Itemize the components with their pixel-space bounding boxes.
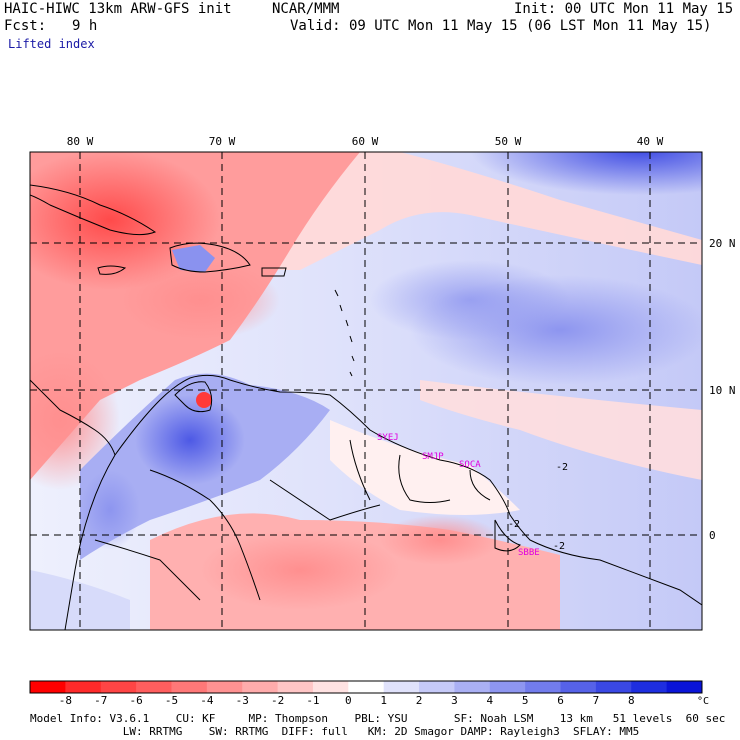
colorbar-tick-label: -1 [306, 694, 319, 707]
contour-label: -2 [556, 462, 568, 473]
colorbar-swatch [489, 681, 526, 693]
lat-label: 0 [709, 529, 716, 542]
colorbar-swatch [100, 681, 137, 693]
colorbar-frame [29, 680, 703, 694]
colorbar-ticks: -8 -7 -6 -5 -4 -3 -2 -1 0 1 2 3 4 5 6 7 8 [59, 694, 635, 707]
colorbar-swatch [206, 681, 243, 693]
lat-label: 20 N [709, 237, 736, 250]
model-title: HAIC-HIWC 13km ARW-GFS init [4, 1, 232, 17]
station-label: SMJP [422, 452, 444, 462]
colorbar-swatch [277, 681, 314, 693]
contour-label: -2 [553, 541, 565, 552]
map-frame [29, 151, 703, 631]
forecast-hour: 9 h [72, 18, 98, 34]
colorbar-swatch [419, 681, 455, 693]
colorbar-swatch [348, 681, 385, 693]
station-label: SBBE [518, 548, 540, 558]
colorbar-tick-label: -6 [129, 694, 142, 707]
station-label: SYEJ [377, 433, 399, 443]
colorbar [29, 680, 703, 694]
colorbar-swatch [383, 681, 420, 693]
org-label: NCAR/MMM [272, 1, 340, 17]
colorbar-swatch [525, 681, 562, 693]
init-time: Init: 00 UTC Mon 11 May 15 [514, 1, 734, 17]
lat-label: 10 N [709, 384, 736, 397]
colorbar-swatch [30, 681, 66, 693]
colorbar-tick-label: 1 [380, 694, 387, 707]
lon-label: 70 W [209, 135, 236, 148]
forecast-label: Fcst: [4, 18, 47, 34]
colorbar-swatch [666, 681, 703, 693]
colorbar-tick-label: 8 [628, 694, 635, 707]
colorbar-tick-label: -8 [59, 694, 72, 707]
colorbar-tick-label: -7 [94, 694, 107, 707]
valid-time: Valid: 09 UTC Mon 11 May 15 (06 LST Mon … [290, 18, 712, 34]
lon-label: 50 W [495, 135, 522, 148]
colorbar-tick-label: 4 [486, 694, 493, 707]
colorbar-tick-label: -2 [271, 694, 284, 707]
colorbar-tick-label: 7 [593, 694, 600, 707]
colorbar-tick-label: 0 [345, 694, 352, 707]
colorbar-tick-label: 6 [557, 694, 564, 707]
colorbar-swatch [631, 681, 668, 693]
colorbar-swatch [65, 681, 102, 693]
station-label: SOCA [459, 460, 481, 470]
field-name: Lifted index [8, 37, 95, 51]
lon-label: 40 W [637, 135, 664, 148]
colorbar-swatch [454, 681, 491, 693]
lon-label: 80 W [67, 135, 94, 148]
colorbar-unit: °C [697, 696, 709, 707]
colorbar-tick-label: -5 [165, 694, 178, 707]
colorbar-swatch [595, 681, 632, 693]
colorbar-swatch [560, 681, 597, 693]
colorbar-swatch [242, 681, 279, 693]
lon-label: 60 W [352, 135, 379, 148]
colorbar-swatch [136, 681, 172, 693]
colorbar-swatch [312, 681, 349, 693]
lat-lon-grid [30, 152, 702, 630]
model-info-line1: Model Info: V3.6.1 CU: KF MP: Thompson P… [30, 712, 726, 725]
lifted-index-field [30, 152, 702, 630]
model-info-line2: LW: RRTMG SW: RRTMG DIFF: full KM: 2D Sm… [30, 725, 640, 738]
colorbar-tick-label: 3 [451, 694, 458, 707]
colorbar-swatch [171, 681, 208, 693]
colorbar-tick-label: 5 [522, 694, 529, 707]
colorbar-tick-label: 2 [416, 694, 423, 707]
colorbar-tick-label: -3 [236, 694, 249, 707]
contour-label: -2 [508, 519, 520, 530]
colorbar-tick-label: -4 [200, 694, 214, 707]
